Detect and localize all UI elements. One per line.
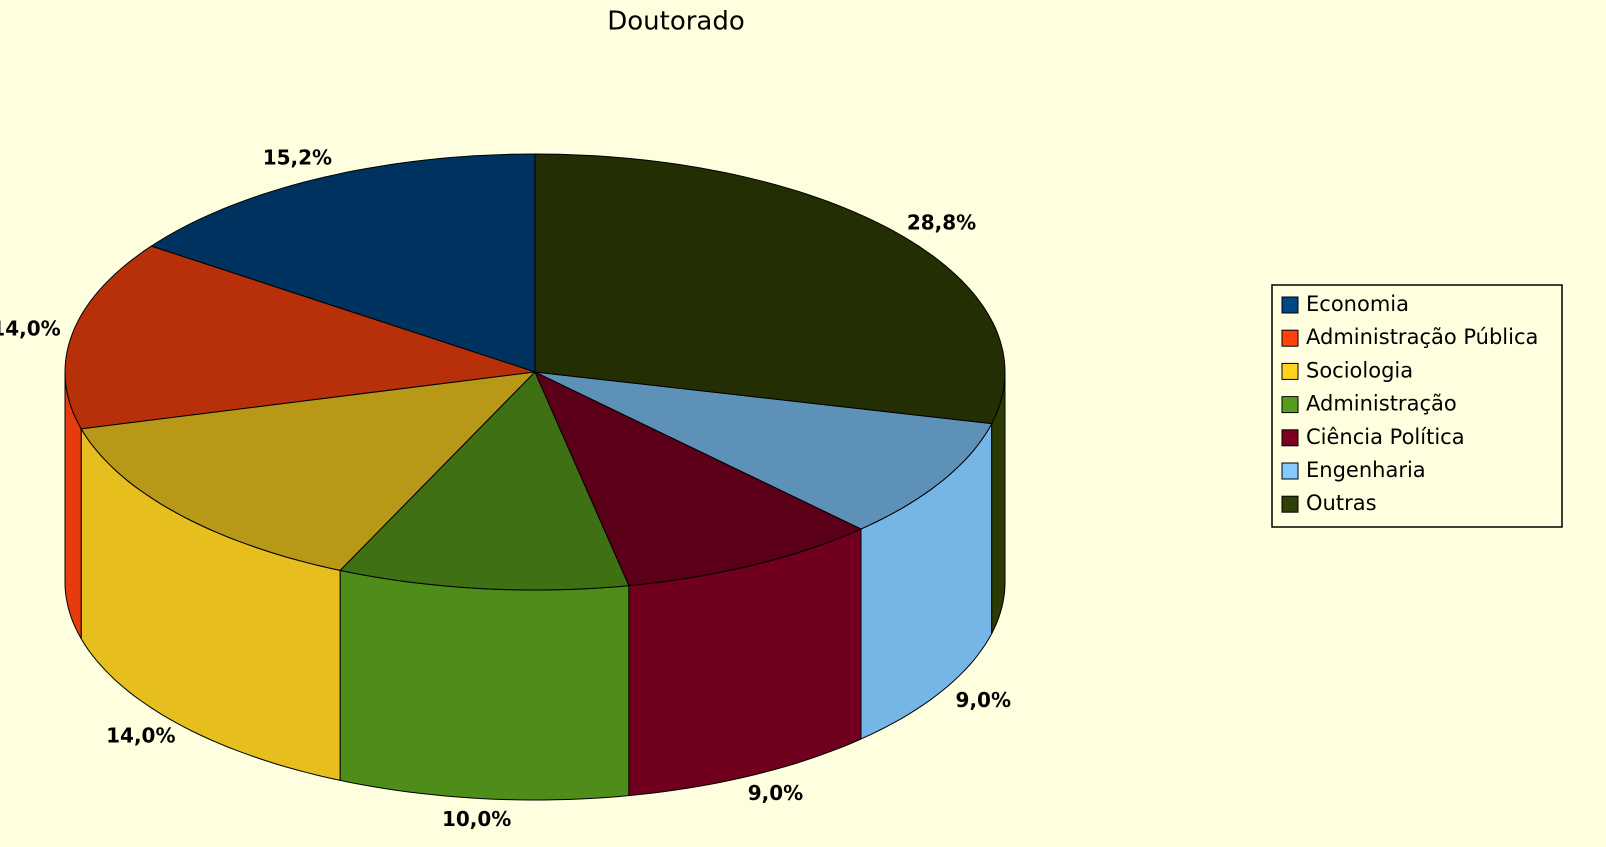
slice — [150, 153, 536, 373]
data-label: 14,0% — [0, 317, 61, 341]
data-label: 9,0% — [748, 781, 803, 805]
pie — [64, 153, 1006, 801]
slice-side — [339, 569, 630, 801]
legend-swatch — [1281, 396, 1299, 414]
legend-label: Sociologia — [1306, 358, 1413, 382]
slice — [534, 371, 993, 530]
legend-label: Administração — [1306, 392, 1457, 416]
slice — [64, 245, 536, 430]
legend-label: Administração Pública — [1306, 325, 1538, 349]
legend — [1271, 284, 1563, 528]
data-label: 14,0% — [106, 724, 175, 748]
data-label: 9,0% — [956, 688, 1011, 712]
data-label: 15,2% — [263, 146, 332, 170]
legend-label: Engenharia — [1306, 458, 1426, 482]
chart-title: Doutorado — [607, 7, 745, 37]
legend-swatch — [1281, 296, 1299, 314]
legend-label: Economia — [1306, 292, 1409, 316]
slice — [339, 371, 630, 591]
legend-swatch — [1281, 429, 1299, 447]
data-label: 28,8% — [907, 210, 976, 234]
legend-label: Outras — [1306, 491, 1377, 515]
slice — [533, 370, 863, 587]
legend-swatch — [1281, 329, 1299, 347]
legend-swatch — [1281, 362, 1299, 380]
legend-swatch — [1281, 495, 1299, 513]
slice — [80, 371, 537, 571]
slice — [534, 153, 1006, 425]
legend-swatch — [1281, 462, 1299, 480]
legend-label: Ciência Política — [1306, 425, 1465, 449]
data-label: 10,0% — [442, 807, 511, 831]
